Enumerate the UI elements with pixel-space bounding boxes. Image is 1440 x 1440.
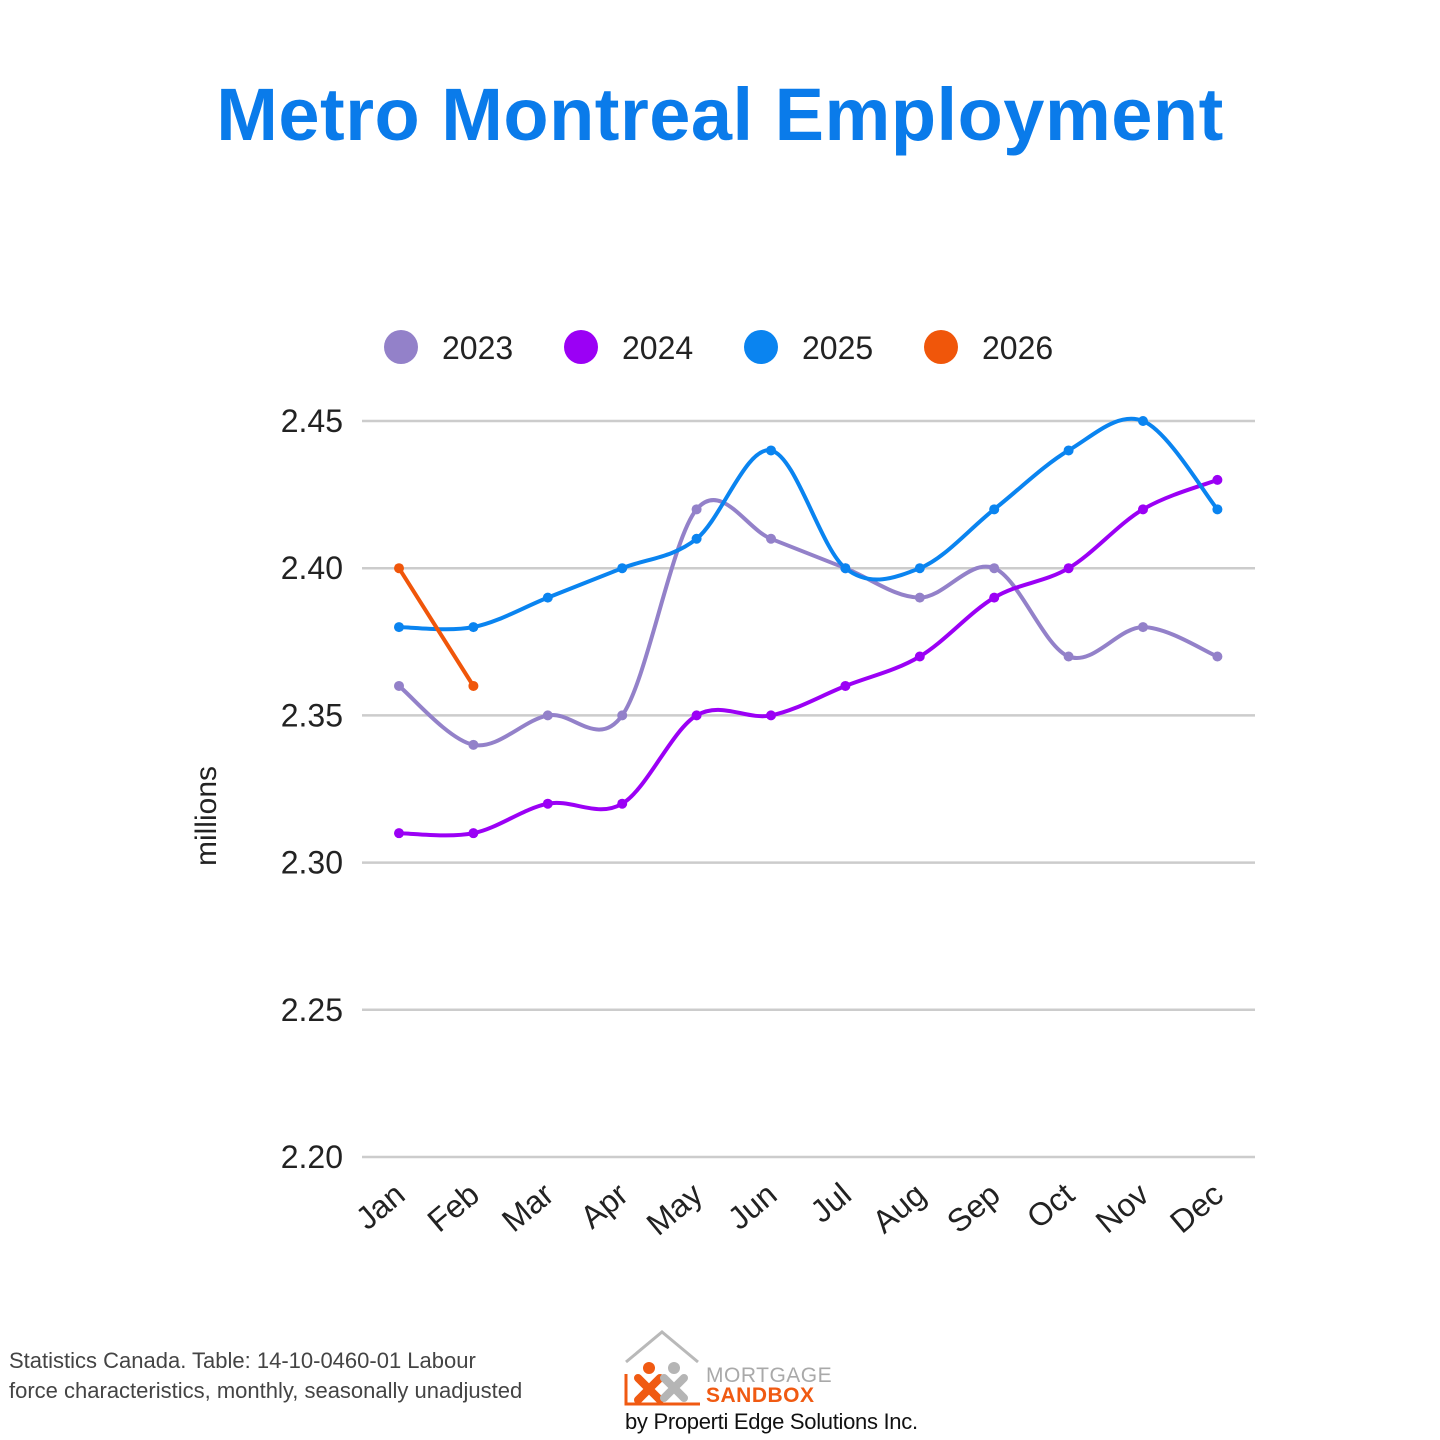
data-point-2024 <box>617 798 628 809</box>
x-tick-label: Sep <box>940 1176 1007 1240</box>
data-point-2025 <box>1063 445 1074 456</box>
data-point-2026 <box>468 680 479 691</box>
y-tick-label: 2.20 <box>281 1139 343 1175</box>
data-point-2024 <box>914 651 925 662</box>
series-line-2023 <box>397 498 1220 748</box>
legend-swatch-2024 <box>564 330 598 364</box>
data-point-2024 <box>542 798 553 809</box>
logo-byline: by Properti Edge Solutions Inc. <box>625 1409 918 1434</box>
legend-label-2026: 2026 <box>982 330 1053 366</box>
legend-swatch-2023 <box>384 330 418 364</box>
data-point-2025 <box>914 563 925 574</box>
data-point-2023 <box>989 563 1000 574</box>
series-points <box>394 416 1223 839</box>
data-point-2024 <box>1138 504 1148 515</box>
x-tick-label: Apr <box>573 1176 635 1236</box>
data-point-2024 <box>394 828 404 839</box>
data-point-2023 <box>617 710 628 721</box>
data-point-2023 <box>914 592 925 603</box>
data-point-2023 <box>766 533 776 544</box>
y-tick-label: 2.35 <box>281 697 343 733</box>
logo-word-sandbox: SANDBOX <box>706 1384 815 1407</box>
data-point-2025 <box>840 563 851 574</box>
x-tick-label: Dec <box>1163 1176 1230 1240</box>
data-point-2024 <box>1212 474 1223 485</box>
x-tick-label: Jun <box>721 1176 784 1237</box>
y-axis-ticks: 2.20 2.25 2.30 2.35 2.40 2.45 <box>281 403 343 1175</box>
data-point-2025 <box>542 592 553 603</box>
chart-title: Metro Montreal Employment <box>216 73 1224 156</box>
data-point-2024 <box>989 592 1000 603</box>
line-chart: 2023 2024 2025 2026 2.20 2.25 2.30 2.35 2.40 2.4… <box>190 330 1255 1243</box>
y-tick-label: 2.30 <box>281 845 343 881</box>
logo-person-gray-body <box>660 1374 688 1402</box>
logo-roof <box>625 1330 699 1364</box>
data-point-2023 <box>691 504 702 515</box>
x-tick-label: May <box>640 1176 709 1242</box>
x-tick-label: Jul <box>803 1176 857 1230</box>
data-point-2025 <box>1212 504 1223 515</box>
data-point-2025 <box>766 445 776 456</box>
mortgage-sandbox-logo: MORTGAGE SANDBOX <box>624 1330 832 1407</box>
data-point-2025 <box>1138 416 1148 426</box>
legend: 2023 2024 2025 2026 <box>384 330 1053 366</box>
x-tick-label: Nov <box>1089 1176 1156 1240</box>
logo-person-orange-body <box>634 1374 664 1404</box>
x-tick-label: Jan <box>349 1176 412 1237</box>
source-note: Statistics Canada. Table: 14-10-0460-01 … <box>9 1346 522 1406</box>
data-point-2024 <box>691 710 702 721</box>
data-point-2025 <box>468 622 479 633</box>
data-point-2024 <box>840 680 851 691</box>
data-point-2025 <box>394 622 404 633</box>
x-tick-label: Oct <box>1020 1176 1081 1236</box>
data-point-2023 <box>1138 622 1148 633</box>
data-point-2023 <box>468 739 479 750</box>
x-tick-label: Feb <box>421 1176 486 1239</box>
data-point-2025 <box>617 563 628 574</box>
data-point-2025 <box>989 504 1000 515</box>
legend-swatch-2025 <box>744 330 778 364</box>
series-line-2024 <box>397 477 1220 838</box>
data-point-2024 <box>766 710 776 721</box>
legend-label-2024: 2024 <box>622 330 693 366</box>
series-lines <box>397 416 1220 838</box>
x-tick-label: Mar <box>495 1176 561 1239</box>
data-point-2024 <box>468 828 479 839</box>
source-line-2: force characteristics, monthly, seasonal… <box>9 1378 523 1403</box>
y-tick-label: 2.25 <box>281 992 343 1028</box>
x-axis-ticks: Jan Feb Mar Apr May Jun Jul Aug Sep Oct Nov Dec <box>349 1176 1230 1243</box>
series-line-2025 <box>397 416 1220 632</box>
data-point-2023 <box>542 710 553 721</box>
data-point-2023 <box>1212 651 1223 662</box>
legend-label-2023: 2023 <box>442 330 513 366</box>
y-axis-label: millions <box>190 766 223 866</box>
data-point-2026 <box>394 563 404 574</box>
data-point-2024 <box>1063 563 1074 574</box>
data-point-2023 <box>1063 651 1074 662</box>
legend-swatch-2026 <box>924 330 958 364</box>
x-tick-label: Aug <box>866 1176 933 1240</box>
y-tick-label: 2.45 <box>281 403 343 439</box>
y-tick-label: 2.40 <box>281 550 343 586</box>
data-point-2025 <box>691 533 702 544</box>
logo-person-orange-head <box>643 1362 655 1374</box>
gridlines <box>362 419 1255 1159</box>
series-line-2026 <box>397 566 476 688</box>
logo-person-gray-head <box>668 1362 680 1374</box>
data-point-2023 <box>394 680 404 691</box>
legend-label-2025: 2025 <box>802 330 873 366</box>
logo-box-outline <box>624 1374 700 1406</box>
source-line-1: Statistics Canada. Table: 14-10-0460-01 … <box>9 1348 476 1373</box>
logo-word-mortgage: MORTGAGE <box>706 1364 832 1387</box>
